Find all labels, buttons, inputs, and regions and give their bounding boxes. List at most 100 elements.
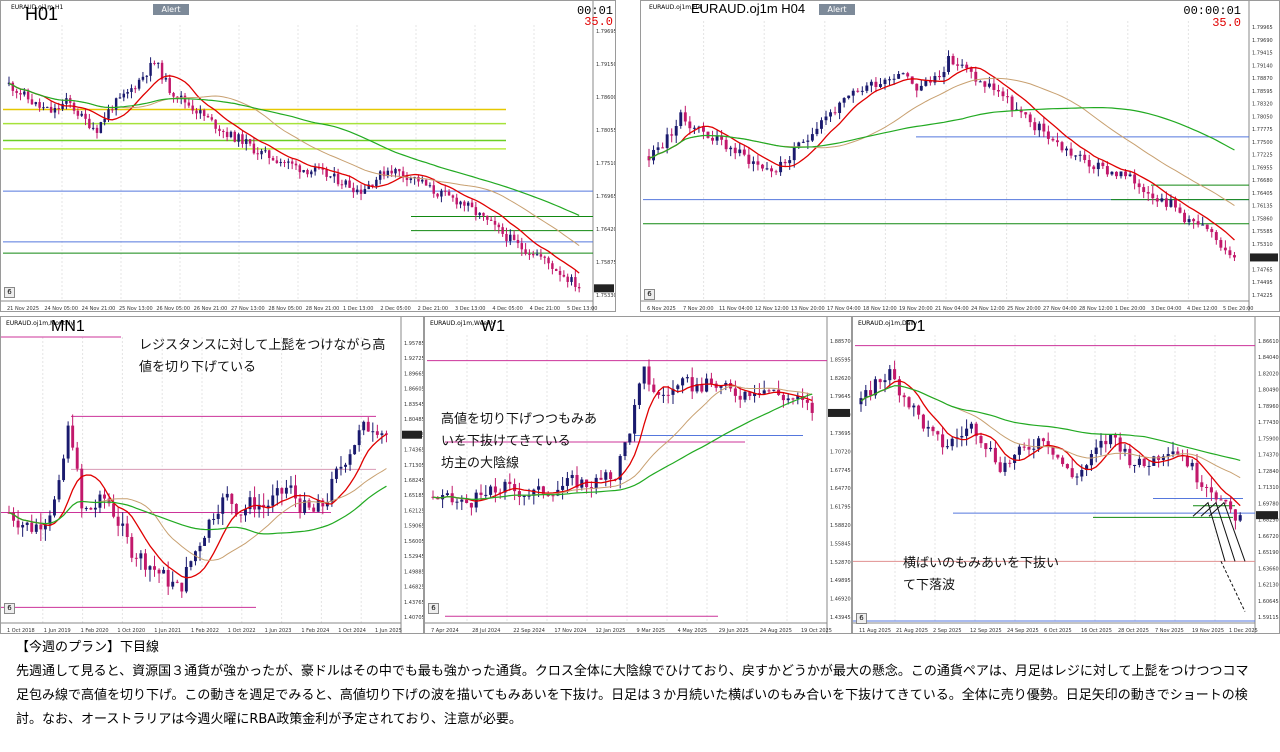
candle-body (12, 512, 16, 521)
current-price-marker (1250, 253, 1278, 262)
page-button[interactable]: 6 (428, 603, 439, 614)
x-tick-label: 1 Feb 2020 (81, 628, 109, 634)
x-tick-label: 11 Aug 2025 (859, 628, 891, 634)
candle-body (71, 425, 75, 448)
y-tick-label: 1.77775 (1252, 127, 1273, 133)
arrow-dashed (1220, 561, 1246, 612)
candle-body (21, 524, 25, 528)
candle-body (66, 425, 70, 459)
page-button[interactable]: 6 (644, 289, 655, 300)
x-tick-label: 12 Sep 2025 (970, 628, 1002, 634)
candle-body (1176, 451, 1180, 456)
chart-panel-mn1[interactable]: 1.95785 1.92725 1.89665 1.86605 1.83545 1.804… (0, 316, 424, 634)
candle-body (513, 484, 517, 492)
candle-body (84, 113, 87, 119)
candle-body (674, 126, 678, 136)
y-tick-label: 1.74225 (1252, 293, 1273, 299)
candle-body (883, 380, 887, 383)
page-button[interactable]: 6 (4, 603, 15, 614)
candle-body (1137, 458, 1141, 465)
candle-body (505, 233, 508, 242)
candle-body (114, 98, 118, 110)
y-tick-label: 1.49895 (830, 578, 851, 584)
candle-body (1223, 247, 1227, 251)
candle-body (652, 384, 656, 392)
candle-body (451, 195, 455, 198)
candle-body (688, 121, 692, 129)
chart-panel-h01[interactable]: 1.79695 1.79150 1.78600 1.78055 1.77510 1.769… (0, 0, 616, 312)
candle-body (715, 135, 719, 141)
x-tick-label: 4 Dec 05:00 (492, 306, 522, 312)
x-tick-label: 27 Nov 04:00 (1043, 306, 1077, 312)
y-tick-label: 1.78050 (1252, 114, 1273, 120)
candle-body (942, 71, 946, 78)
candle-body (878, 379, 882, 383)
candle-body (1219, 240, 1223, 248)
candle-body (1142, 187, 1146, 193)
candle-body (879, 84, 882, 87)
chart-panel-d1[interactable]: 1.86610 1.84040 1.82020 1.80490 1.78960 1.774… (852, 316, 1280, 634)
y-tick-label: 1.77225 (1252, 153, 1273, 159)
candle-body (671, 388, 675, 395)
candle-body (470, 202, 474, 208)
candle-body (772, 389, 776, 391)
x-tick-label: 26 Nov 21:00 (194, 306, 228, 312)
candle-body (786, 398, 790, 401)
candle-body (1096, 162, 1100, 170)
candle-body (883, 79, 887, 85)
y-tick-label: 1.64770 (830, 486, 851, 492)
candle-body (869, 81, 873, 86)
current-price-marker (1256, 511, 1278, 520)
candle-body (956, 64, 960, 66)
candle-body (88, 118, 91, 129)
candle-body (781, 394, 785, 401)
candle-body (997, 89, 1000, 92)
candle-body (321, 168, 325, 170)
spread-value: 35.0 (584, 15, 613, 29)
candle-body (1022, 446, 1026, 448)
symbol-label: EURAUD.oj1m,Weekly (430, 320, 496, 327)
candle-body (989, 447, 993, 450)
candle-body (493, 486, 497, 493)
candle-body (126, 92, 129, 94)
candle-body (1019, 109, 1023, 113)
candle-body (336, 173, 340, 185)
y-tick-label: 1.71305 (404, 463, 424, 469)
candle-body (1190, 462, 1194, 467)
alert-button[interactable]: Alert (819, 4, 855, 15)
candle-body (229, 131, 233, 138)
candle-body (724, 139, 728, 150)
candle-body (1133, 174, 1137, 184)
candle-body (1210, 229, 1214, 233)
candle-body (647, 366, 651, 385)
candle-body (1089, 453, 1093, 466)
ma-slow-line (648, 106, 1235, 159)
chart-panel-h04[interactable]: 1.79965 1.79690 1.79415 1.79140 1.78870 1.785… (640, 0, 1280, 312)
ma-fast-line (648, 67, 1235, 241)
chart-panel-w1[interactable]: 1.885701.855951.826201.796451.766701.736… (424, 316, 852, 634)
y-tick-label: 1.55845 (830, 541, 851, 547)
page-button[interactable]: 6 (4, 287, 15, 298)
candle-body (310, 171, 313, 175)
alert-button[interactable]: Alert (153, 4, 189, 15)
y-tick-label: 1.78320 (1252, 102, 1273, 108)
candle-body (199, 110, 202, 114)
candle-body (334, 468, 338, 479)
page-button[interactable]: 6 (856, 613, 867, 624)
candle-body (1110, 171, 1114, 175)
x-tick-label: 18 Nov 12:00 (863, 306, 897, 312)
candle-body (474, 207, 478, 216)
timeframe-label: H01 (25, 4, 59, 24)
chart-note: レジスタンスに対して上髭をつけながら高 値を切り下げている (139, 335, 385, 379)
candle-body (706, 131, 710, 138)
candle-body (313, 167, 317, 172)
candle-body (661, 394, 665, 396)
y-tick-label: 1.76405 (1252, 191, 1273, 197)
candle-body (926, 426, 930, 429)
y-tick-label: 1.80485 (404, 417, 424, 423)
candle-body (260, 150, 263, 155)
candle-body (742, 149, 746, 155)
x-tick-label: 1 Oct 2024 (338, 628, 366, 634)
candle-body (1152, 456, 1156, 466)
candle-body (1142, 458, 1146, 467)
